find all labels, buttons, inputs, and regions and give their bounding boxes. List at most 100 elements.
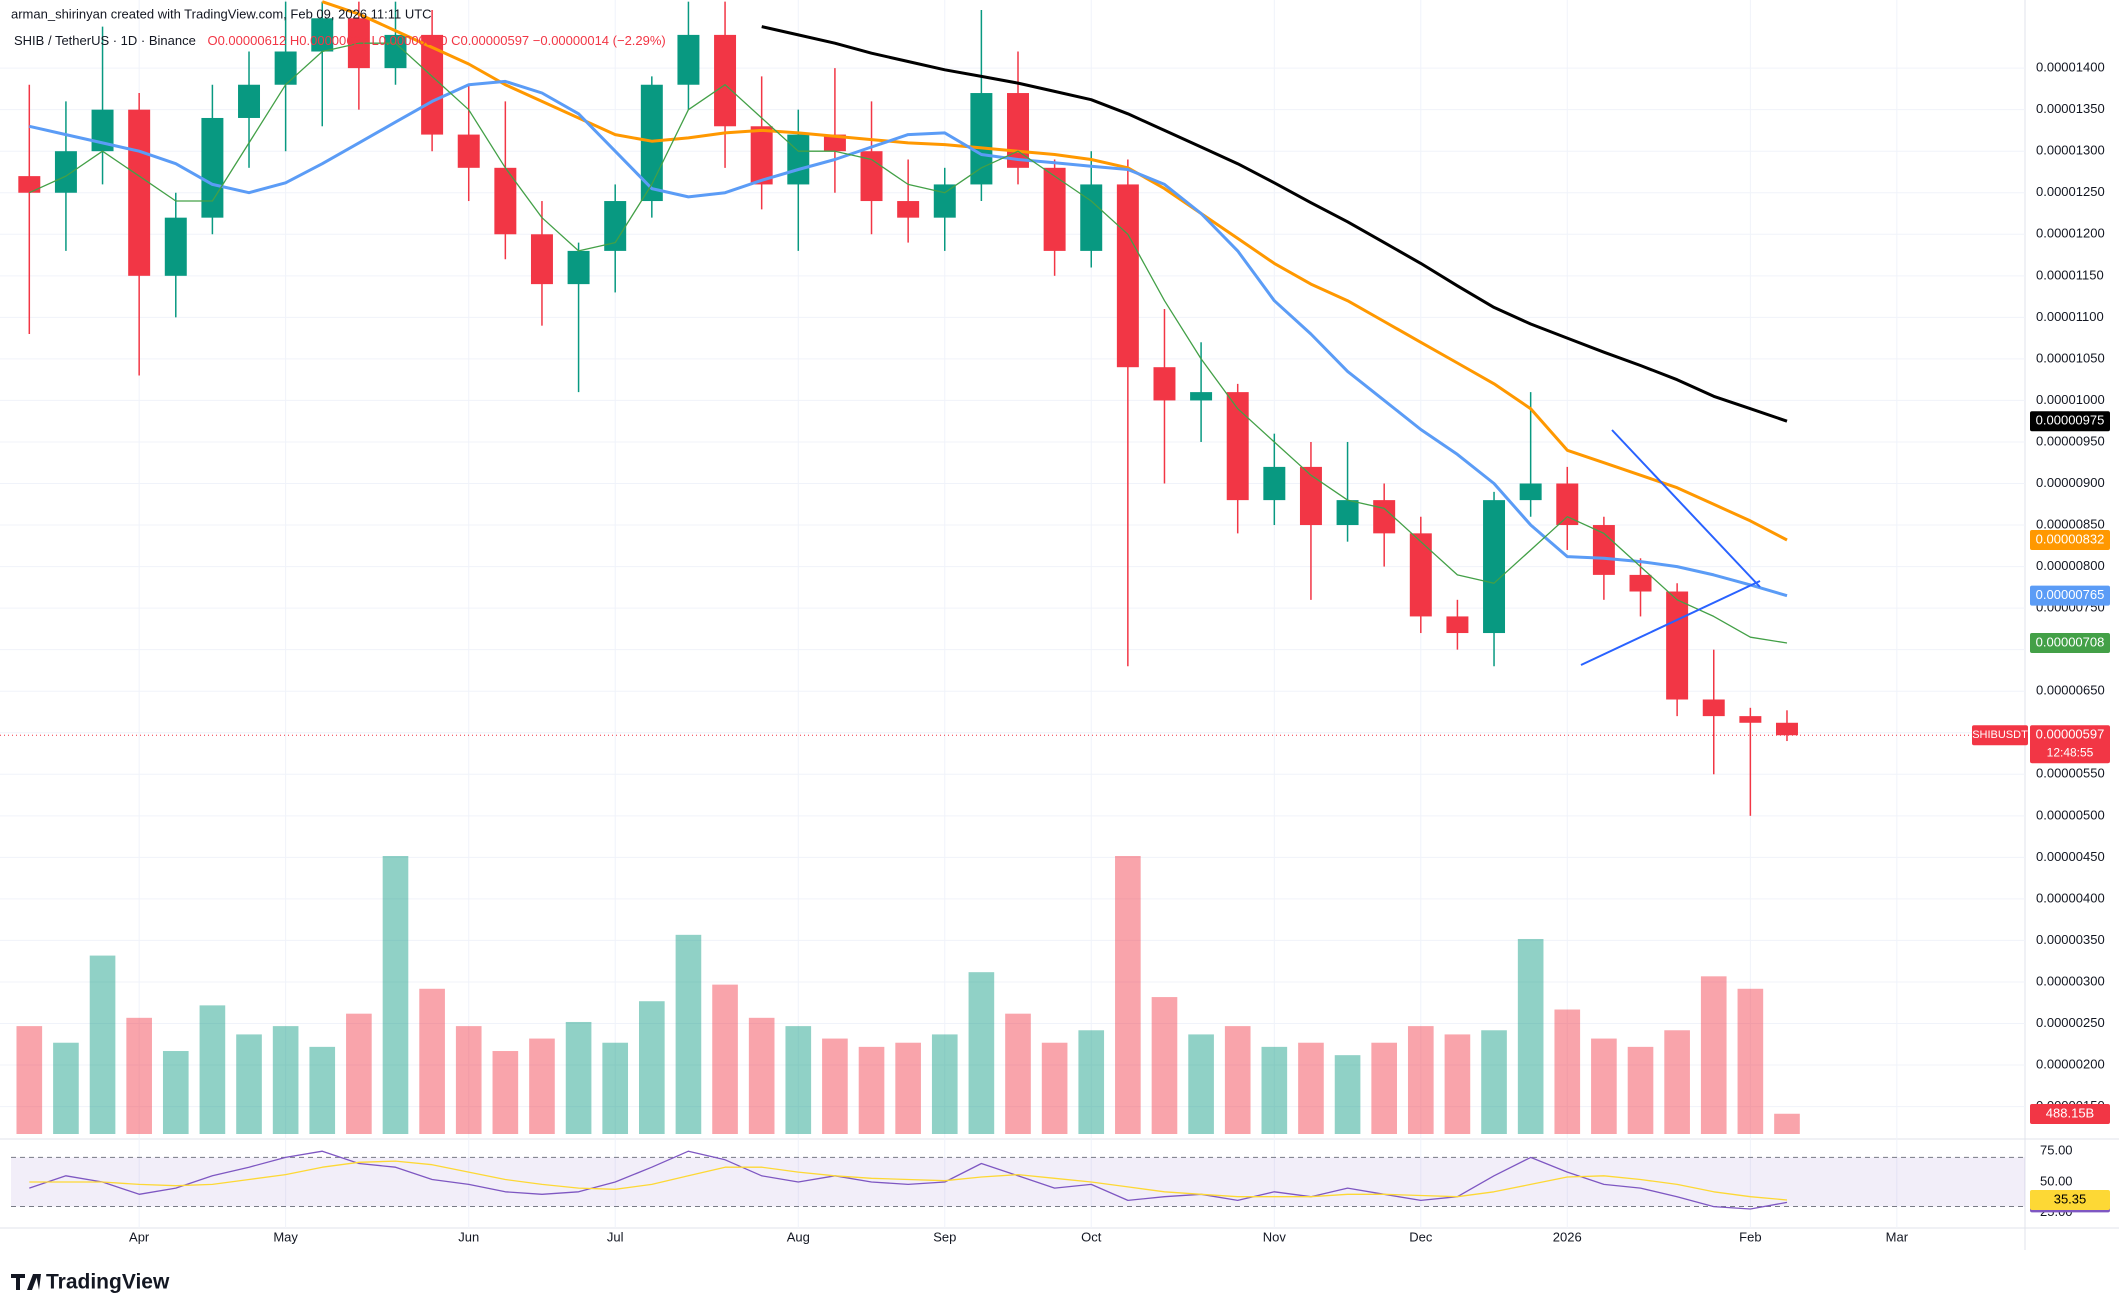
countdown: 12:48:55 [2047, 745, 2094, 759]
candle-body [54, 151, 77, 193]
x-tick-label: Dec [1409, 1229, 1433, 1244]
trend-line [1580, 580, 1761, 666]
y-tick-label: 0.00001300 [2036, 143, 2105, 158]
y-tick-label: 0.00000200 [2036, 1056, 2105, 1071]
last-price-label: 0.00000597 [2036, 727, 2105, 742]
volume-bar [639, 1001, 665, 1134]
volume-bar [895, 1042, 921, 1134]
candle-body [1263, 466, 1286, 501]
candle-body [1373, 500, 1396, 534]
volume-bar [712, 984, 738, 1134]
symbol-label-box [1972, 725, 2028, 746]
candle-body [238, 84, 261, 118]
volume-bar [455, 1026, 482, 1134]
volume-bar [1334, 1055, 1361, 1134]
candle-body [933, 184, 956, 218]
logo-icon [11, 1274, 41, 1290]
label-layer: 0.00000975 0.00000832 0.00000765 0.00000708… [1972, 411, 2110, 1213]
candle-body [1629, 574, 1652, 592]
candle-body [1007, 93, 1029, 168]
x-tick-label: Jul [607, 1229, 624, 1244]
volume-bar [931, 1034, 958, 1134]
y-tick-label: 0.00000400 [2036, 890, 2105, 905]
y-tick-label: 0.00000300 [2036, 973, 2105, 988]
volume-bar [565, 1021, 592, 1134]
line-layer [0, 0, 2025, 1210]
volume-bar [1700, 976, 1727, 1134]
x-tick-label: Aug [787, 1229, 810, 1244]
volume-label: 488.15B [2046, 1105, 2094, 1120]
ma-value-label: 0.00000975 [2036, 413, 2105, 428]
volume-bar [748, 1017, 775, 1134]
candle-body [1409, 533, 1432, 617]
x-tick-label: May [273, 1229, 298, 1244]
y-tick-label: 0.00000950 [2036, 433, 2105, 448]
candle-body [457, 134, 480, 168]
y-tick-label: 0.00001250 [2036, 184, 2105, 199]
y-tick-label: 0.00000350 [2036, 932, 2105, 947]
volume-bar [1041, 1042, 1068, 1134]
candle-body [201, 117, 224, 218]
ma-value-label-box [2030, 411, 2110, 432]
ma-value-label: 0.00000708 [2036, 634, 2105, 649]
x-tick-label: Mar [1886, 1229, 1909, 1244]
volume-bar [529, 1038, 555, 1134]
indicator-line [761, 25, 1788, 423]
candle-body [1226, 392, 1249, 501]
symbol-title: SHIB / TetherUS · 1D · Binance [14, 33, 196, 48]
volume-bar [1298, 1042, 1324, 1134]
volume-bar [858, 1046, 885, 1134]
volume-bar [602, 1042, 629, 1134]
candle-body [1080, 184, 1103, 251]
volume-bar [1371, 1042, 1397, 1134]
y-tick-label: 0.00000650 [2036, 683, 2105, 698]
x-tick-label: Oct [1081, 1229, 1102, 1244]
candle-body [18, 176, 41, 193]
candle-body [1446, 616, 1469, 634]
volume-bar [1444, 1034, 1471, 1134]
volume-bar [1664, 1030, 1690, 1134]
volume-bar [492, 1051, 519, 1134]
candle-body [1153, 367, 1176, 401]
volume-bar [785, 1026, 812, 1134]
volume-bar [1554, 1009, 1581, 1134]
y-tick-label: 0.00001100 [2036, 309, 2104, 324]
y-tick-label: 0.00001350 [2036, 101, 2105, 116]
volume-bar [236, 1034, 262, 1134]
volume-bar [1627, 1046, 1654, 1134]
candle-body [530, 234, 553, 285]
volume-bar [199, 1005, 226, 1134]
volume-bar [1591, 1038, 1617, 1134]
volume-layer [16, 856, 1800, 1134]
volume-bar [1005, 1013, 1031, 1134]
y-tick-label: 0.00000850 [2036, 516, 2105, 531]
candle-body [164, 217, 187, 276]
volume-bar [1481, 1030, 1507, 1134]
y-tick-label: 0.00000450 [2036, 849, 2105, 864]
volume-bar [1517, 938, 1544, 1134]
volume-bar [126, 1017, 152, 1134]
candle-body [567, 250, 590, 285]
volume-bar [1261, 1046, 1288, 1134]
candle-body [860, 151, 883, 202]
ohlc-legend: O0.00000612 H0.00000627 L0.00000590 C0.0… [207, 33, 665, 48]
logo: TradingView [11, 1271, 170, 1294]
attribution: arman_shirinyan created with TradingView… [11, 6, 432, 21]
indicator-line [29, 1150, 1788, 1210]
indicator-line [321, 0, 1788, 542]
candle-body [1190, 392, 1213, 401]
candle-body [823, 134, 846, 152]
candle-body [1775, 722, 1798, 736]
candle-body [128, 109, 151, 276]
legend: SHIB / TetherUS · 1D · Binance O0.000006… [14, 33, 666, 48]
candle-body [714, 34, 737, 127]
y-tick-label: 0.00000800 [2036, 558, 2105, 573]
y-tick-label: 0.00000900 [2036, 475, 2105, 490]
candle-body [1739, 716, 1762, 723]
ma-value-label-box [2030, 530, 2110, 550]
volume-bar [822, 1038, 848, 1134]
rsi-band [11, 1157, 2025, 1207]
candle-body [604, 201, 627, 251]
candle-body [1116, 184, 1139, 368]
